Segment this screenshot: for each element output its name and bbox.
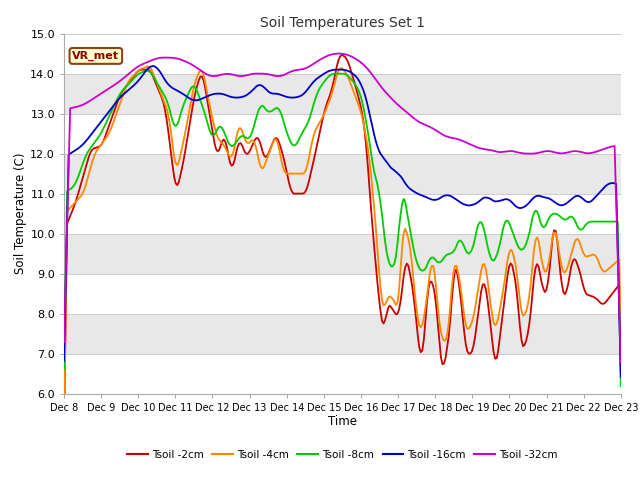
Bar	[64, 154, 621, 193]
Y-axis label: Soil Temperature (C): Soil Temperature (C)	[15, 153, 28, 275]
Bar	[64, 34, 621, 73]
Text: VR_met: VR_met	[72, 51, 119, 61]
Bar	[64, 193, 621, 234]
Bar	[64, 234, 621, 274]
X-axis label: Time: Time	[328, 415, 357, 429]
Bar	[64, 274, 621, 313]
Legend: Tsoil -2cm, Tsoil -4cm, Tsoil -8cm, Tsoil -16cm, Tsoil -32cm: Tsoil -2cm, Tsoil -4cm, Tsoil -8cm, Tsoi…	[123, 445, 562, 464]
Bar	[64, 313, 621, 354]
Bar	[64, 73, 621, 114]
Bar	[64, 114, 621, 154]
Title: Soil Temperatures Set 1: Soil Temperatures Set 1	[260, 16, 425, 30]
Bar	[64, 354, 621, 394]
